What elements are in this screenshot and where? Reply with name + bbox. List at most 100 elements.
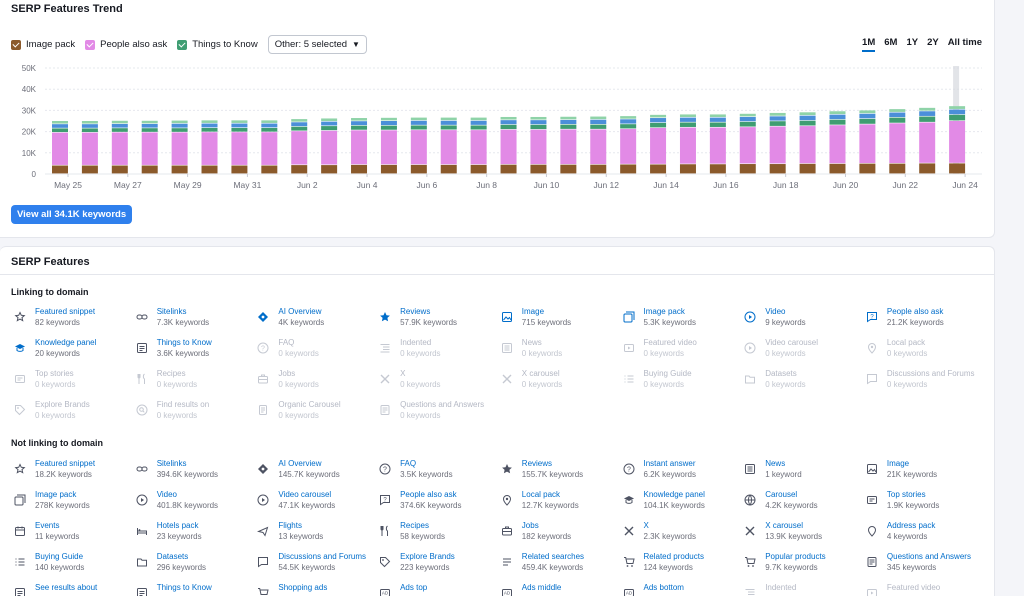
feature-name[interactable]: Flights — [278, 521, 302, 530]
serp-feature-item[interactable]: Video 401.8K keywords — [133, 490, 255, 518]
serp-feature-item[interactable]: Sitelinks 394.6K keywords — [133, 459, 255, 487]
feature-name[interactable]: Local pack — [521, 490, 561, 499]
feature-name[interactable]: Image — [521, 307, 545, 316]
feature-name[interactable]: Featured snippet — [35, 307, 96, 316]
feature-name[interactable]: Hotels pack — [156, 521, 199, 530]
feature-name[interactable]: Popular products — [765, 552, 826, 561]
feature-name[interactable]: Image — [886, 459, 910, 468]
feature-name[interactable]: Knowledge panel — [35, 338, 97, 347]
serp-feature-item[interactable]: Popular products 9.7K keywords — [741, 552, 863, 580]
feature-name[interactable]: See results about — [35, 583, 98, 592]
legend-item-image-pack[interactable]: Image pack — [11, 39, 75, 50]
feature-name[interactable]: FAQ — [400, 459, 417, 468]
feature-name[interactable]: Events — [35, 521, 60, 530]
feature-name[interactable]: Related searches — [521, 552, 585, 561]
serp-feature-item[interactable]: Sitelinks 7.3K keywords — [133, 307, 255, 335]
feature-name[interactable]: Image pack — [35, 490, 77, 499]
feature-name[interactable]: People also ask — [886, 307, 944, 316]
range-1m[interactable]: 1M — [862, 37, 876, 52]
feature-name[interactable]: Explore Brands — [400, 552, 455, 561]
feature-name[interactable]: Discussions and Forums — [278, 552, 366, 561]
feature-name[interactable]: Ads bottom — [643, 583, 684, 592]
serp-feature-item[interactable]: Things to Know — [133, 583, 255, 596]
serp-feature-item[interactable]: X 2.3K keywords — [620, 521, 742, 549]
serp-feature-item[interactable]: Datasets 296 keywords — [133, 552, 255, 580]
serp-feature-item[interactable]: X carousel 13.9K keywords — [741, 521, 863, 549]
serp-feature-item[interactable]: AI Overview 145.7K keywords — [254, 459, 376, 487]
view-all-keywords-button[interactable]: View all 34.1K keywords — [11, 205, 133, 224]
serp-feature-item[interactable]: Recipes 58 keywords — [376, 521, 498, 549]
serp-feature-item[interactable]: Featured snippet 82 keywords — [11, 307, 133, 335]
serp-feature-item[interactable]: Related searches 459.4K keywords — [498, 552, 620, 580]
feature-name[interactable]: Featured snippet — [35, 459, 96, 468]
serp-feature-item[interactable]: Carousel 4.2K keywords — [741, 490, 863, 518]
feature-name[interactable]: Sitelinks — [156, 459, 187, 468]
serp-feature-item[interactable]: Questions and Answers 345 keywords — [863, 552, 985, 580]
feature-name[interactable]: Top stories — [886, 490, 926, 499]
serp-feature-item[interactable]: ? Instant answer 6.2K keywords — [620, 459, 742, 487]
serp-feature-item[interactable]: Things to Know 3.6K keywords — [133, 338, 255, 366]
feature-name[interactable]: Ads middle — [521, 583, 562, 592]
serp-feature-item[interactable]: Top stories 1.9K keywords — [863, 490, 985, 518]
serp-feature-item[interactable]: Jobs 182 keywords — [498, 521, 620, 549]
serp-feature-item[interactable]: Flights 13 keywords — [254, 521, 376, 549]
serp-feature-item[interactable]: Image 21K keywords — [863, 459, 985, 487]
serp-feature-item[interactable]: ? People also ask 374.6K keywords — [376, 490, 498, 518]
range-1y[interactable]: 1Y — [906, 37, 919, 48]
serp-feature-item[interactable]: Featured snippet 18.2K keywords — [11, 459, 133, 487]
feature-name[interactable]: Ads top — [400, 583, 428, 592]
feature-name[interactable]: AI Overview — [278, 459, 322, 468]
feature-name[interactable]: Reviews — [400, 307, 431, 316]
serp-feature-item[interactable]: Video 9 keywords — [741, 307, 863, 335]
feature-name[interactable]: Things to Know — [156, 338, 212, 347]
feature-name[interactable]: News — [765, 459, 786, 468]
feature-name[interactable]: Recipes — [400, 521, 429, 530]
feature-name[interactable]: Datasets — [156, 552, 189, 561]
feature-name[interactable]: Reviews — [521, 459, 553, 468]
serp-feature-item[interactable]: AD Ads bottom — [620, 583, 742, 596]
checkbox-icon[interactable] — [85, 39, 96, 50]
serp-feature-item[interactable]: Image 715 keywords — [498, 307, 620, 335]
feature-name[interactable]: Knowledge panel — [643, 490, 705, 499]
range-all-time[interactable]: All time — [947, 37, 982, 48]
feature-name[interactable]: Buying Guide — [35, 552, 84, 561]
serp-feature-item[interactable]: ? People also ask 21.2K keywords — [863, 307, 985, 335]
serp-feature-item[interactable]: Hotels pack 23 keywords — [133, 521, 255, 549]
serp-feature-item[interactable]: Image pack 5.3K keywords — [620, 307, 742, 335]
checkbox-icon[interactable] — [177, 39, 188, 50]
serp-feature-item[interactable]: Video carousel 47.1K keywords — [254, 490, 376, 518]
feature-name[interactable]: AI Overview — [278, 307, 322, 316]
legend-item-things-to-know[interactable]: Things to Know — [177, 39, 258, 50]
feature-name[interactable]: X carousel — [765, 521, 803, 530]
serp-feature-item[interactable]: Reviews 155.7K keywords — [498, 459, 620, 487]
feature-name[interactable]: Carousel — [765, 490, 798, 499]
serp-feature-item[interactable]: News 1 keyword — [741, 459, 863, 487]
feature-name[interactable]: Questions and Answers — [886, 552, 971, 561]
serp-feature-item[interactable]: Related products 124 keywords — [620, 552, 742, 580]
checkbox-icon[interactable] — [11, 39, 21, 50]
serp-feature-item[interactable]: AD Ads middle — [498, 583, 620, 596]
serp-feature-item[interactable]: See results about — [11, 583, 133, 596]
feature-name[interactable]: People also ask — [400, 490, 457, 499]
serp-feature-item[interactable]: Knowledge panel 20 keywords — [11, 338, 133, 366]
serp-feature-item[interactable]: ? FAQ 3.5K keywords — [376, 459, 498, 487]
serp-feature-item[interactable]: Explore Brands 223 keywords — [376, 552, 498, 580]
feature-name[interactable]: Sitelinks — [156, 307, 187, 316]
range-2y[interactable]: 2Y — [927, 37, 939, 48]
feature-name[interactable]: Related products — [643, 552, 704, 561]
feature-name[interactable]: Jobs — [521, 521, 539, 530]
feature-name[interactable]: Video — [765, 307, 786, 316]
feature-name[interactable]: Things to Know — [156, 583, 212, 592]
feature-name[interactable]: Video — [156, 490, 178, 499]
other-series-dropdown[interactable]: Other: 5 selected ▼ — [267, 35, 367, 54]
serp-feature-item[interactable]: Buying Guide 140 keywords — [11, 552, 133, 580]
serp-feature-item[interactable]: Knowledge panel 104.1K keywords — [620, 490, 742, 518]
serp-feature-item[interactable]: Image pack 278K keywords — [11, 490, 133, 518]
feature-name[interactable]: Video carousel — [278, 490, 332, 499]
serp-feature-item[interactable]: Local pack 12.7K keywords — [498, 490, 620, 518]
serp-feature-item[interactable]: Discussions and Forums 54.5K keywords — [254, 552, 376, 580]
feature-name[interactable]: X — [643, 521, 649, 530]
range-6m[interactable]: 6M — [884, 37, 898, 48]
feature-name[interactable]: Shopping ads — [278, 583, 328, 592]
serp-feature-item[interactable]: Shopping ads — [254, 583, 376, 596]
